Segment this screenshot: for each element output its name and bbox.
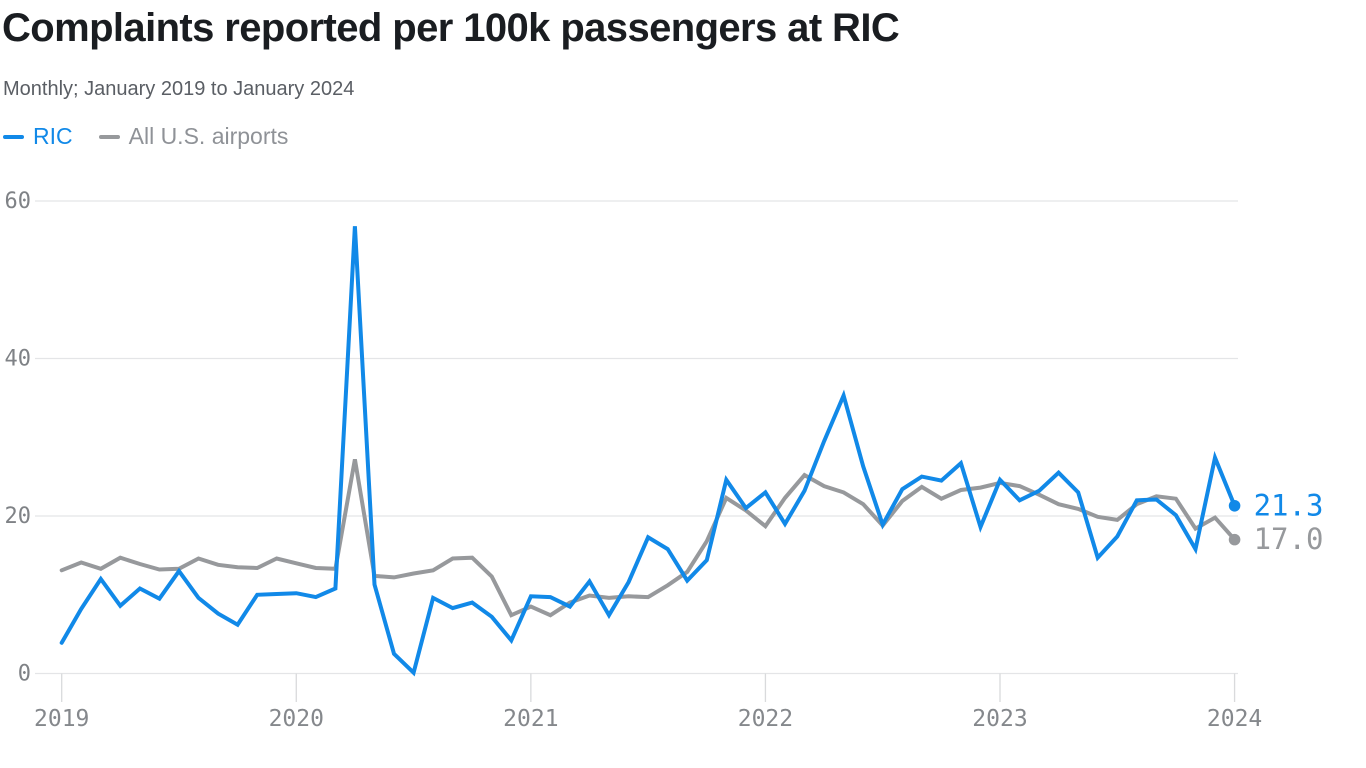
legend-item-ric: RIC [3,123,73,150]
chart-legend: RIC All U.S. airports [3,123,288,150]
y-axis-label-20: 20 [5,504,32,529]
y-axis-label-0: 0 [18,662,31,687]
x-axis-label-2023: 2023 [972,706,1027,732]
chart-subtitle: Monthly; January 2019 to January 2024 [3,78,355,100]
usa-line-swatch-icon [98,134,120,139]
x-axis-label-2022: 2022 [738,706,793,732]
series-line-ric [59,226,1237,677]
x-axis-label-2020: 2020 [269,706,324,732]
x-axis-label-2021: 2021 [503,706,558,732]
y-axis-label-40: 40 [5,347,32,372]
y-axis-label-60: 60 [5,189,32,214]
x-axis-label-2024: 2024 [1207,706,1262,732]
end-value-label-all-u-s-airports: 17.0 [1254,522,1324,556]
chart-title: Complaints reported per 100k passengers … [2,6,900,50]
series-line-all-u-s-airports [59,458,1237,618]
legend-item-all-us-airports: All U.S. airports [98,123,289,150]
end-dot-ric [1228,499,1241,512]
legend-label-ric: RIC [33,123,73,149]
legend-label-all-us-airports: All U.S. airports [128,123,289,149]
x-axis-label-2019: 2019 [34,706,89,732]
ric-line-swatch-icon [3,134,24,139]
end-dot-all-u-s-airports [1228,533,1241,546]
end-value-label-ric: 21.3 [1254,488,1324,522]
